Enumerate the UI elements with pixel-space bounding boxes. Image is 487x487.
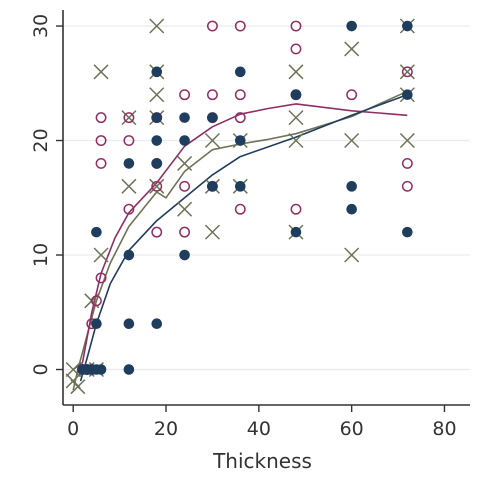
data-point (346, 89, 358, 101)
data-point (123, 318, 135, 330)
data-point (149, 87, 165, 103)
data-point (151, 135, 163, 146)
data-point (346, 181, 357, 192)
data-point (151, 180, 163, 192)
data-points (65, 18, 415, 395)
axes (62, 10, 470, 406)
data-point (151, 66, 163, 78)
x-tick-label: 40 (247, 418, 271, 440)
fit-line (72, 103, 408, 371)
data-point (90, 295, 102, 307)
data-point (95, 135, 107, 146)
data-point (149, 178, 165, 194)
data-point (290, 20, 302, 32)
y-tick-label: 20 (30, 128, 52, 152)
data-point (207, 112, 218, 123)
data-point (204, 224, 220, 240)
data-point (290, 43, 302, 55)
data-point (151, 158, 163, 169)
data-point (95, 272, 107, 284)
data-point (401, 180, 413, 192)
data-point (288, 110, 304, 126)
data-point (151, 318, 163, 330)
data-point (95, 157, 107, 169)
data-point (288, 64, 304, 80)
data-point (121, 110, 137, 126)
data-point (204, 132, 220, 149)
data-point (234, 181, 246, 192)
data-point (123, 158, 135, 169)
data-point (234, 20, 246, 32)
data-point (402, 89, 413, 101)
data-point (123, 135, 135, 146)
x-tick-label: 0 (67, 418, 79, 440)
data-point (234, 112, 246, 124)
data-point (402, 226, 413, 238)
data-point (399, 64, 415, 80)
data-point (91, 318, 102, 330)
data-point (123, 112, 135, 124)
data-point (123, 203, 135, 215)
data-point (151, 226, 163, 238)
data-point (401, 66, 413, 78)
data-point (206, 89, 218, 101)
data-point (344, 132, 360, 149)
x-tick-label: 20 (154, 418, 178, 440)
data-point (290, 203, 302, 215)
data-point (288, 132, 304, 149)
y-tick-label: 30 (30, 14, 52, 38)
y-tick-label: 0 (30, 363, 52, 375)
data-point (177, 155, 193, 171)
data-point (93, 64, 109, 80)
data-point (234, 203, 246, 215)
data-point (290, 226, 302, 238)
data-point (290, 89, 302, 101)
data-point (121, 178, 137, 194)
data-point (93, 247, 109, 263)
data-point (179, 226, 191, 238)
gridlines (63, 25, 470, 371)
data-point (207, 181, 218, 192)
data-point (151, 112, 163, 123)
data-point (234, 135, 246, 146)
data-point (177, 201, 193, 217)
fit-lines (72, 90, 408, 391)
data-point (344, 247, 360, 263)
x-axis-title: Thickness (212, 449, 312, 473)
data-point (179, 180, 191, 192)
data-point (65, 361, 81, 378)
x-tick-label: 80 (432, 418, 456, 440)
data-point (234, 89, 246, 101)
data-point (402, 20, 413, 32)
ticks: 0 20 40 60 80 0 10 20 30 (30, 14, 457, 440)
fit-line (79, 93, 408, 382)
data-point (123, 364, 135, 375)
data-point (179, 135, 190, 146)
data-point (123, 249, 135, 261)
data-point (149, 18, 165, 34)
y-tick-label: 10 (30, 243, 52, 267)
data-point (95, 364, 107, 375)
data-point (179, 249, 190, 261)
data-point (234, 66, 246, 78)
data-point (70, 379, 86, 395)
data-point (91, 226, 102, 238)
data-point (206, 20, 218, 32)
data-point (399, 132, 415, 149)
data-point (179, 112, 190, 123)
data-point (401, 157, 413, 169)
data-point (179, 89, 191, 101)
data-point (346, 203, 357, 215)
x-tick-label: 60 (340, 418, 364, 440)
data-point (95, 112, 107, 124)
data-point (346, 20, 357, 32)
data-point (344, 41, 360, 57)
